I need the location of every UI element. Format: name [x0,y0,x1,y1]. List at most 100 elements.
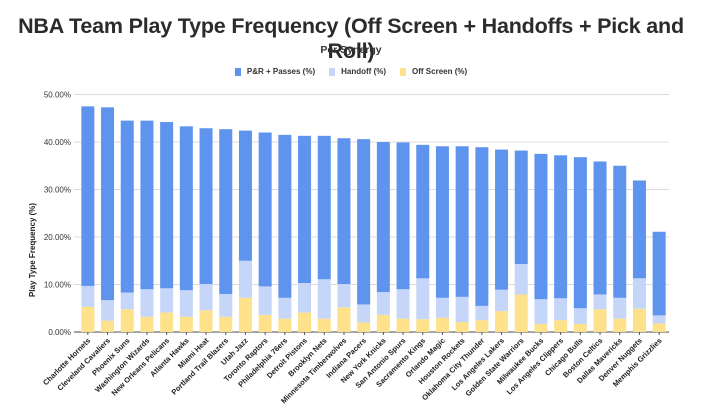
bar-segment-off-screen[interactable] [376,314,390,332]
bar-segment-p-r-passes[interactable] [554,155,568,299]
bar-segment-p-r-passes[interactable] [337,138,351,285]
bar-stack[interactable] [495,149,509,332]
bar-stack[interactable] [455,146,469,332]
bar-segment-handoff[interactable] [554,298,568,321]
bar-segment-handoff[interactable] [573,308,587,324]
bar-stack[interactable] [101,107,115,332]
bar-segment-handoff[interactable] [179,290,193,317]
bar-stack[interactable] [81,106,95,332]
bar-stack[interactable] [238,130,252,332]
bar-stack[interactable] [179,126,193,332]
bar-segment-p-r-passes[interactable] [298,135,312,284]
bar-segment-handoff[interactable] [416,278,430,320]
bar-segment-off-screen[interactable] [179,316,193,332]
bar-segment-p-r-passes[interactable] [416,144,430,279]
bar-segment-p-r-passes[interactable] [357,139,371,305]
bar-segment-p-r-passes[interactable] [376,142,390,293]
bar-stack[interactable] [554,155,568,332]
bar-segment-handoff[interactable] [160,288,174,313]
bar-segment-handoff[interactable] [278,297,292,319]
bar-segment-p-r-passes[interactable] [120,120,134,293]
bar-segment-handoff[interactable] [435,297,449,318]
bar-segment-handoff[interactable] [120,292,134,310]
legend-item-off-screen[interactable]: Off Screen (%) [400,67,467,76]
bar-segment-handoff[interactable] [455,296,469,323]
bar-segment-off-screen[interactable] [396,318,410,332]
bar-segment-p-r-passes[interactable] [199,128,213,285]
bar-segment-handoff[interactable] [396,289,410,319]
bar-segment-p-r-passes[interactable] [396,142,410,290]
bar-stack[interactable] [278,134,292,332]
bar-segment-p-r-passes[interactable] [179,126,193,291]
bar-segment-handoff[interactable] [81,285,95,307]
bar-segment-off-screen[interactable] [435,317,449,332]
bar-stack[interactable] [317,135,331,332]
bar-stack[interactable] [475,147,489,332]
bar-segment-off-screen[interactable] [219,316,233,332]
bar-segment-handoff[interactable] [317,279,331,319]
bar-segment-handoff[interactable] [593,294,607,310]
bar-segment-off-screen[interactable] [593,309,607,332]
bar-segment-off-screen[interactable] [258,314,272,332]
bar-segment-p-r-passes[interactable] [632,180,646,279]
bar-stack[interactable] [120,120,134,332]
bar-stack[interactable] [376,142,390,332]
bar-stack[interactable] [337,138,351,332]
bar-segment-off-screen[interactable] [495,311,509,332]
bar-segment-p-r-passes[interactable] [534,153,548,300]
bar-segment-off-screen[interactable] [632,308,646,332]
bar-stack[interactable] [160,122,174,332]
bar-segment-off-screen[interactable] [160,312,174,332]
bar-segment-handoff[interactable] [140,289,154,317]
bar-segment-off-screen[interactable] [514,294,528,332]
bar-stack[interactable] [140,120,154,332]
bar-segment-p-r-passes[interactable] [278,134,292,298]
bar-segment-handoff[interactable] [238,260,252,298]
bar-segment-off-screen[interactable] [298,312,312,332]
bar-segment-handoff[interactable] [219,294,233,317]
bar-segment-handoff[interactable] [534,299,548,324]
legend-item-handoff[interactable]: Handoff (%) [329,67,386,76]
bar-segment-p-r-passes[interactable] [81,106,95,286]
bar-segment-handoff[interactable] [495,289,509,312]
bar-segment-handoff[interactable] [652,315,666,324]
bar-segment-p-r-passes[interactable] [455,146,469,297]
bar-stack[interactable] [514,150,528,332]
bar-segment-off-screen[interactable] [534,323,548,332]
bar-segment-handoff[interactable] [514,264,528,295]
bar-stack[interactable] [396,142,410,332]
bar-segment-off-screen[interactable] [337,307,351,332]
bar-segment-off-screen[interactable] [317,318,331,332]
bar-stack[interactable] [632,180,646,332]
bar-segment-p-r-passes[interactable] [258,132,272,287]
bar-stack[interactable] [199,128,213,332]
bar-segment-p-r-passes[interactable] [593,161,607,295]
bar-segment-p-r-passes[interactable] [101,107,115,301]
bar-stack[interactable] [258,132,272,333]
bar-segment-p-r-passes[interactable] [514,150,528,265]
bar-segment-handoff[interactable] [475,305,489,321]
bar-stack[interactable] [416,144,430,332]
bar-segment-p-r-passes[interactable] [613,165,627,298]
bar-stack[interactable] [435,146,449,332]
bar-segment-off-screen[interactable] [416,319,430,332]
bar-segment-handoff[interactable] [298,283,312,313]
bar-segment-off-screen[interactable] [199,310,213,332]
bar-segment-off-screen[interactable] [81,306,95,332]
bar-segment-handoff[interactable] [613,297,627,319]
bar-stack[interactable] [593,161,607,332]
bar-segment-off-screen[interactable] [101,320,115,332]
bar-segment-p-r-passes[interactable] [219,129,233,294]
bar-segment-off-screen[interactable] [455,322,469,332]
bar-stack[interactable] [534,153,548,332]
bar-segment-handoff[interactable] [376,292,390,315]
bar-segment-p-r-passes[interactable] [495,149,509,290]
bar-segment-handoff[interactable] [357,304,371,323]
legend-item-pr-passes[interactable]: P&R + Passes (%) [234,67,315,76]
bar-segment-off-screen[interactable] [238,297,252,332]
bar-segment-handoff[interactable] [199,284,213,311]
bar-segment-off-screen[interactable] [357,322,371,333]
bar-segment-p-r-passes[interactable] [238,130,252,261]
bar-stack[interactable] [298,135,312,332]
bar-segment-p-r-passes[interactable] [435,146,449,298]
